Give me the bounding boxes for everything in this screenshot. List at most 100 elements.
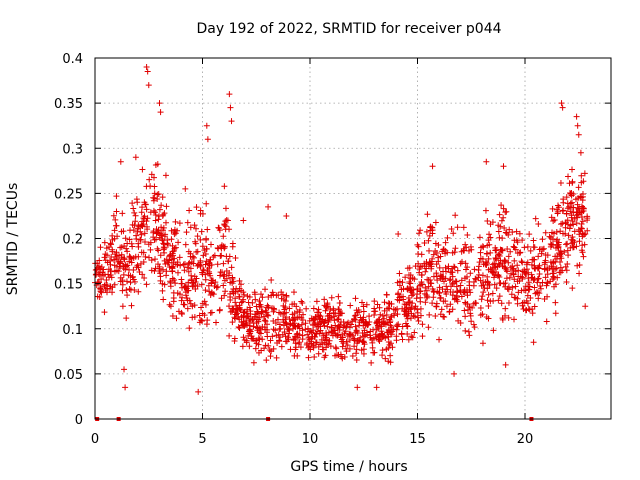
- data-point: [419, 333, 426, 340]
- data-point: [518, 258, 525, 265]
- data-point: [407, 275, 414, 282]
- data-point: [152, 211, 159, 218]
- data-point: [283, 320, 290, 327]
- data-point: [177, 291, 184, 298]
- data-point: [174, 227, 181, 234]
- data-point: [417, 227, 424, 234]
- data-point: [328, 294, 335, 301]
- data-point: [508, 270, 515, 277]
- data-point: [96, 294, 103, 301]
- data-point: [368, 359, 375, 366]
- data-point: [320, 320, 327, 327]
- data-point: [581, 241, 588, 248]
- data-point: [114, 256, 121, 263]
- data-point: [502, 265, 509, 272]
- data-point: [346, 324, 353, 331]
- data-point: [143, 64, 150, 71]
- data-point: [394, 323, 401, 330]
- data-point: [185, 268, 192, 275]
- data-point: [535, 295, 542, 302]
- data-point: [156, 206, 163, 213]
- data-point: [555, 204, 562, 211]
- data-point: [245, 332, 252, 339]
- data-point: [360, 339, 367, 346]
- data-point: [484, 297, 491, 304]
- data-point: [496, 293, 503, 300]
- data-point: [241, 291, 248, 298]
- data-point: [182, 241, 189, 248]
- data-point: [412, 303, 419, 310]
- data-point: [273, 354, 280, 361]
- data-point: [182, 289, 189, 296]
- data-point: [512, 268, 519, 275]
- data-point: [574, 201, 581, 208]
- data-point: [266, 346, 273, 353]
- data-point: [433, 249, 440, 256]
- data-point: [250, 335, 257, 342]
- data-point: [354, 309, 361, 316]
- data-point: [236, 285, 243, 292]
- data-point: [150, 228, 157, 235]
- data-point: [282, 333, 289, 340]
- data-point: [584, 227, 591, 234]
- data-point: [496, 211, 503, 218]
- data-point: [463, 273, 470, 280]
- data-point: [563, 279, 570, 286]
- data-point: [579, 190, 586, 197]
- data-point: [382, 335, 389, 342]
- data-point: [479, 293, 486, 300]
- data-point: [156, 100, 163, 107]
- data-point: [416, 266, 423, 273]
- data-point: [343, 348, 350, 355]
- data-point: [578, 172, 585, 179]
- data-point: [557, 269, 564, 276]
- data-point: [487, 249, 494, 256]
- data-point: [436, 264, 443, 271]
- data-point: [525, 283, 532, 290]
- data-point: [460, 289, 467, 296]
- data-point: [360, 308, 367, 315]
- data-point: [160, 266, 167, 273]
- data-point: [203, 200, 210, 207]
- data-point: [294, 352, 301, 359]
- data-point: [283, 338, 290, 345]
- data-point: [112, 216, 119, 223]
- data-point: [484, 279, 491, 286]
- data-point: [163, 272, 170, 279]
- data-point: [484, 273, 491, 280]
- data-point: [479, 272, 486, 279]
- data-point: [187, 224, 194, 231]
- data-point: [404, 286, 411, 293]
- data-point: [536, 262, 543, 269]
- data-point: [290, 314, 297, 321]
- data-point: [389, 344, 396, 351]
- data-point: [146, 254, 153, 261]
- data-point: [529, 310, 536, 317]
- data-point: [432, 240, 439, 247]
- data-point: [109, 289, 116, 296]
- data-point: [166, 301, 173, 308]
- data-point: [553, 265, 560, 272]
- data-point: [374, 301, 381, 308]
- data-point: [560, 207, 567, 214]
- data-point: [458, 293, 465, 300]
- data-point: [485, 315, 492, 322]
- data-point: [175, 308, 182, 315]
- data-point: [447, 301, 454, 308]
- data-point: [232, 309, 239, 316]
- data-point: [516, 249, 523, 256]
- data-point: [337, 310, 344, 317]
- data-point: [112, 251, 119, 258]
- data-point: [172, 244, 179, 251]
- data-point: [139, 166, 146, 173]
- data-point: [184, 264, 191, 271]
- data-point: [460, 224, 467, 231]
- data-point: [246, 293, 253, 300]
- data-point: [567, 190, 574, 197]
- data-point: [92, 271, 99, 278]
- data-point: [519, 274, 526, 281]
- data-point: [338, 319, 345, 326]
- data-point: [353, 350, 360, 357]
- data-point: [133, 232, 140, 239]
